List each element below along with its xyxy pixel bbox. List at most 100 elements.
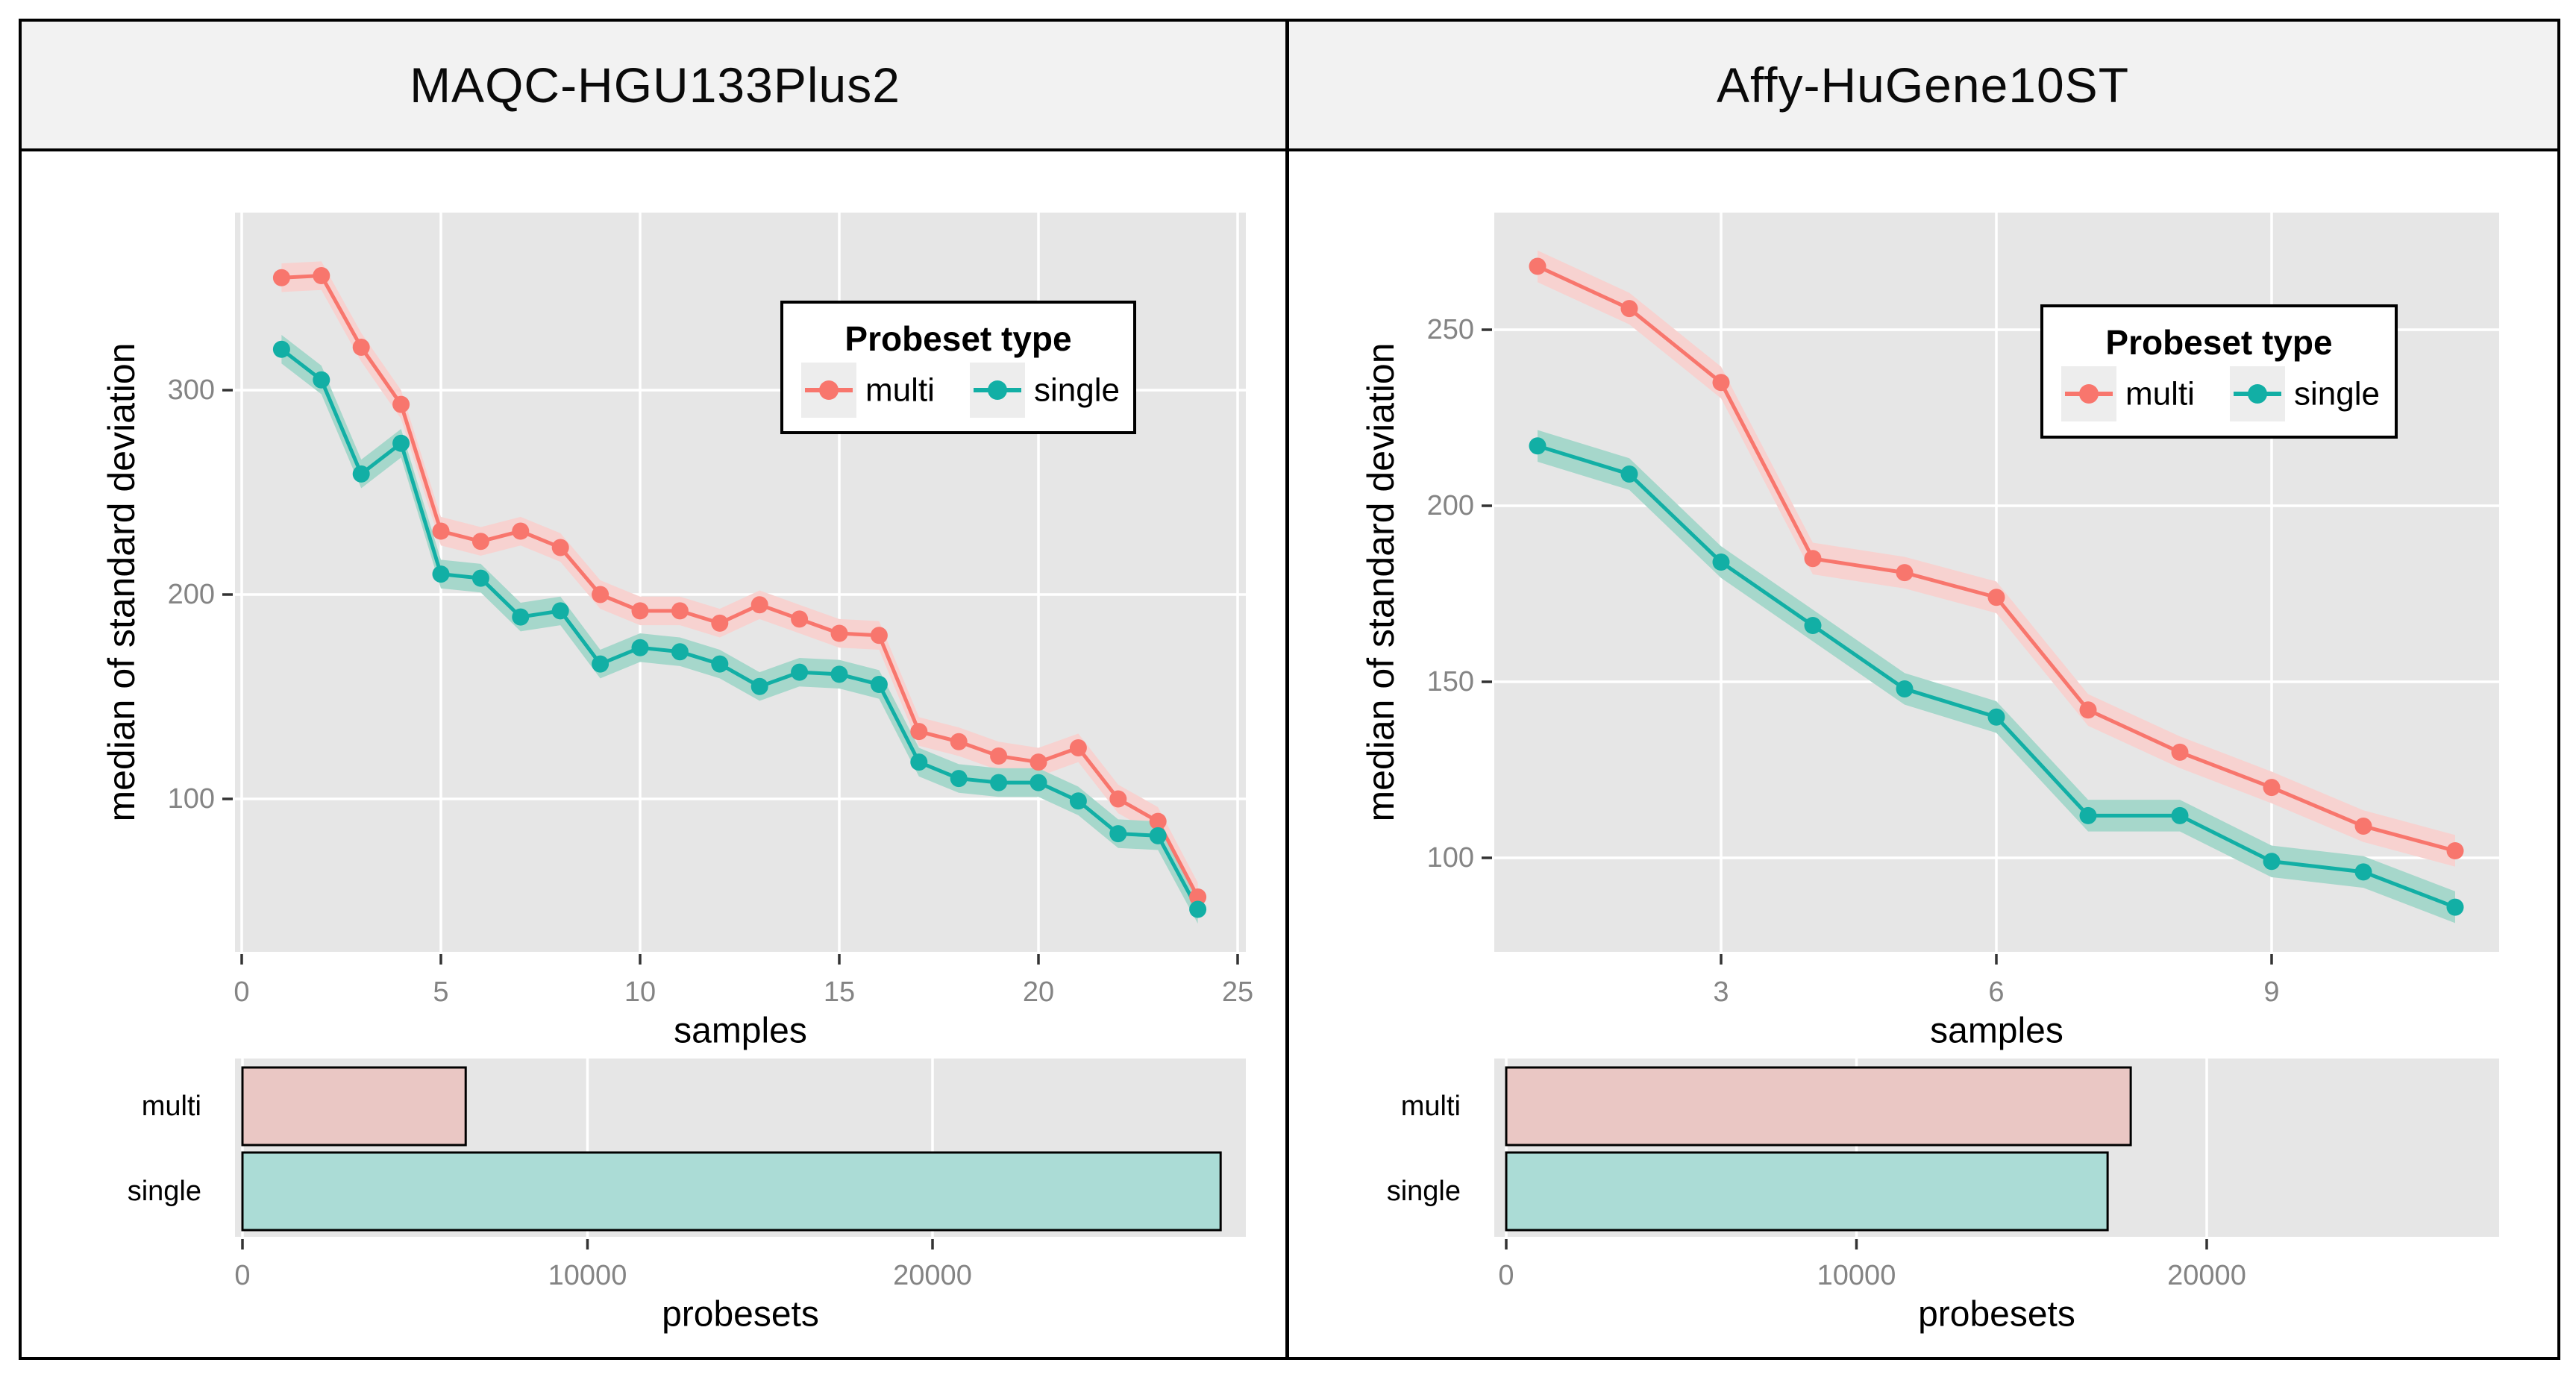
data-point-multi: [910, 723, 928, 741]
panel-title-left: MAQC-HGU133Plus2: [410, 57, 900, 113]
x-tick-label: 10000: [548, 1260, 627, 1291]
data-point-multi: [1712, 374, 1730, 392]
legend-key-point: [988, 380, 1007, 400]
data-point-single: [2263, 853, 2281, 871]
data-point-multi: [1189, 888, 1207, 906]
legend-item-label: multi: [2125, 376, 2195, 413]
data-point-single: [1620, 465, 1638, 483]
y-axis-title: median of standard deviation: [1360, 342, 1402, 821]
series-ribbon-multi: [281, 261, 1198, 912]
data-point-single: [592, 655, 609, 673]
data-point-multi: [791, 610, 809, 628]
series-ribbon-single: [281, 335, 1198, 924]
data-point-multi: [1109, 790, 1127, 808]
legend-title: Probeset type: [2105, 323, 2332, 362]
data-point-multi: [432, 522, 450, 540]
legend-item-label: multi: [865, 372, 935, 409]
data-point-single: [313, 371, 330, 389]
data-point-single: [2354, 863, 2372, 881]
x-axis-title: samples: [674, 1012, 807, 1051]
data-point-single: [870, 676, 888, 694]
data-point-multi: [2446, 842, 2464, 860]
data-point-multi: [671, 602, 689, 620]
data-point-multi: [592, 586, 609, 603]
legend-item-label: single: [1034, 372, 1120, 409]
data-point-multi: [1149, 812, 1167, 830]
data-point-multi: [830, 624, 848, 642]
data-point-single: [471, 569, 489, 587]
legend-title: Probeset type: [844, 319, 1071, 358]
data-point-single: [392, 434, 410, 452]
data-point-single: [1804, 616, 1822, 634]
data-point-multi: [2354, 818, 2372, 835]
data-point-multi: [1620, 300, 1638, 318]
data-point-multi: [352, 338, 370, 356]
data-point-multi: [1069, 739, 1087, 756]
x-axis-title: probesets: [662, 1295, 819, 1335]
y-tick-label: 200: [1427, 490, 1474, 521]
bar-category-label: multi: [1401, 1091, 1461, 1122]
data-point-multi: [313, 267, 330, 285]
y-tick-label: 300: [168, 374, 215, 406]
panel-divider: [1285, 19, 1289, 1360]
x-axis-title: samples: [1930, 1012, 2063, 1051]
legend-item-label: single: [2294, 376, 2380, 413]
x-tick-label: 10000: [1817, 1260, 1896, 1291]
x-tick-label: 3: [1713, 976, 1729, 1008]
y-tick-label: 200: [168, 579, 215, 610]
bar-category-label: multi: [142, 1091, 201, 1122]
x-tick-label: 10: [624, 976, 656, 1008]
x-tick-label: 0: [1498, 1260, 1514, 1291]
data-point-single: [1189, 900, 1207, 918]
bar-single: [241, 1151, 1222, 1232]
data-point-multi: [870, 627, 888, 645]
x-tick-label: 5: [433, 976, 448, 1008]
data-point-single: [1109, 825, 1127, 843]
data-point-multi: [272, 269, 290, 286]
data-point-multi: [750, 596, 768, 614]
bar-multi: [1505, 1066, 2132, 1147]
data-point-multi: [711, 614, 729, 632]
panel-title-right: Affy-HuGene10ST: [1716, 57, 2130, 113]
data-point-multi: [2263, 779, 2281, 797]
data-point-single: [910, 753, 928, 771]
bar-category-label: single: [1387, 1176, 1461, 1207]
y-axis-title: median of standard deviation: [101, 342, 142, 821]
x-tick-label: 20: [1023, 976, 1054, 1008]
data-point-single: [1987, 708, 2005, 726]
data-point-multi: [1896, 564, 1914, 582]
legend-key-point: [2079, 384, 2099, 404]
data-point-multi: [512, 522, 530, 540]
data-point-single: [2171, 806, 2189, 824]
data-point-single: [830, 665, 848, 683]
x-tick-label: 25: [1222, 976, 1253, 1008]
data-point-single: [711, 655, 729, 673]
bar-single: [1505, 1151, 2109, 1232]
data-point-multi: [950, 733, 968, 750]
data-point-multi: [1804, 550, 1822, 568]
legend-key-point: [819, 380, 839, 400]
legend-key-point: [2248, 384, 2267, 404]
data-point-single: [2079, 806, 2097, 824]
data-point-single: [2446, 898, 2464, 916]
x-tick-label: 9: [2263, 976, 2279, 1008]
y-tick-label: 250: [1427, 314, 1474, 345]
data-point-single: [1030, 774, 1047, 791]
y-tick-label: 100: [1427, 842, 1474, 874]
data-point-single: [272, 340, 290, 358]
data-point-single: [1712, 554, 1730, 571]
data-point-multi: [551, 539, 569, 556]
title-row: MAQC-HGU133Plus2 Affy-HuGene10ST: [19, 19, 2560, 151]
data-point-single: [791, 663, 809, 681]
data-point-multi: [471, 533, 489, 551]
data-point-single: [512, 608, 530, 626]
y-tick-label: 100: [168, 783, 215, 815]
x-tick-label: 20000: [2167, 1260, 2246, 1291]
data-point-single: [671, 643, 689, 661]
data-point-single: [1529, 437, 1546, 455]
y-tick-label: 150: [1427, 666, 1474, 697]
data-point-single: [631, 639, 649, 656]
x-tick-label: 6: [1988, 976, 2004, 1008]
